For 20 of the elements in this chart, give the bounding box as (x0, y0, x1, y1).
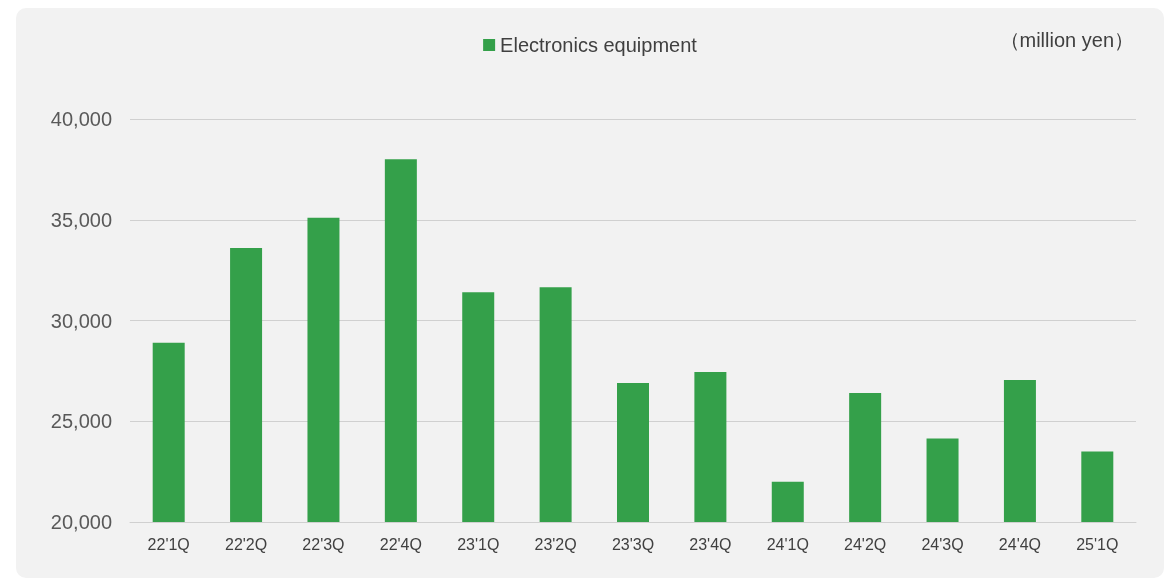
y-tick-label: 20,000 (50, 511, 112, 533)
x-tick-label: 24'1Q (766, 535, 809, 553)
x-tick-label: 24'4Q (998, 535, 1042, 553)
x-tick-label: 22'4Q (379, 535, 422, 553)
x-tick-label: 22'1Q (147, 535, 190, 553)
x-tick-label: 23'1Q (457, 535, 500, 553)
y-tick-label: 30,000 (50, 309, 112, 332)
x-tick-label: 24'3Q (921, 535, 964, 553)
legend-label: Electronics equipment (500, 34, 698, 56)
y-tick-label: 25,000 (50, 410, 112, 433)
x-tick-label: 24'2Q (844, 535, 887, 553)
x-tick-label: 25'1Q (1076, 535, 1119, 553)
text: （million yen） (999, 29, 1134, 51)
x-tick-label: 23'3Q (611, 535, 655, 553)
y-tick-label: 35,000 (50, 208, 112, 231)
x-tick-label: 23'2Q (534, 535, 577, 553)
y-tick-label: 40,000 (50, 108, 112, 130)
x-tick-label: 22'2Q (224, 535, 268, 553)
x-tick-label: 22'3Q (302, 535, 345, 553)
x-tick-label: 23'4Q (689, 535, 732, 553)
